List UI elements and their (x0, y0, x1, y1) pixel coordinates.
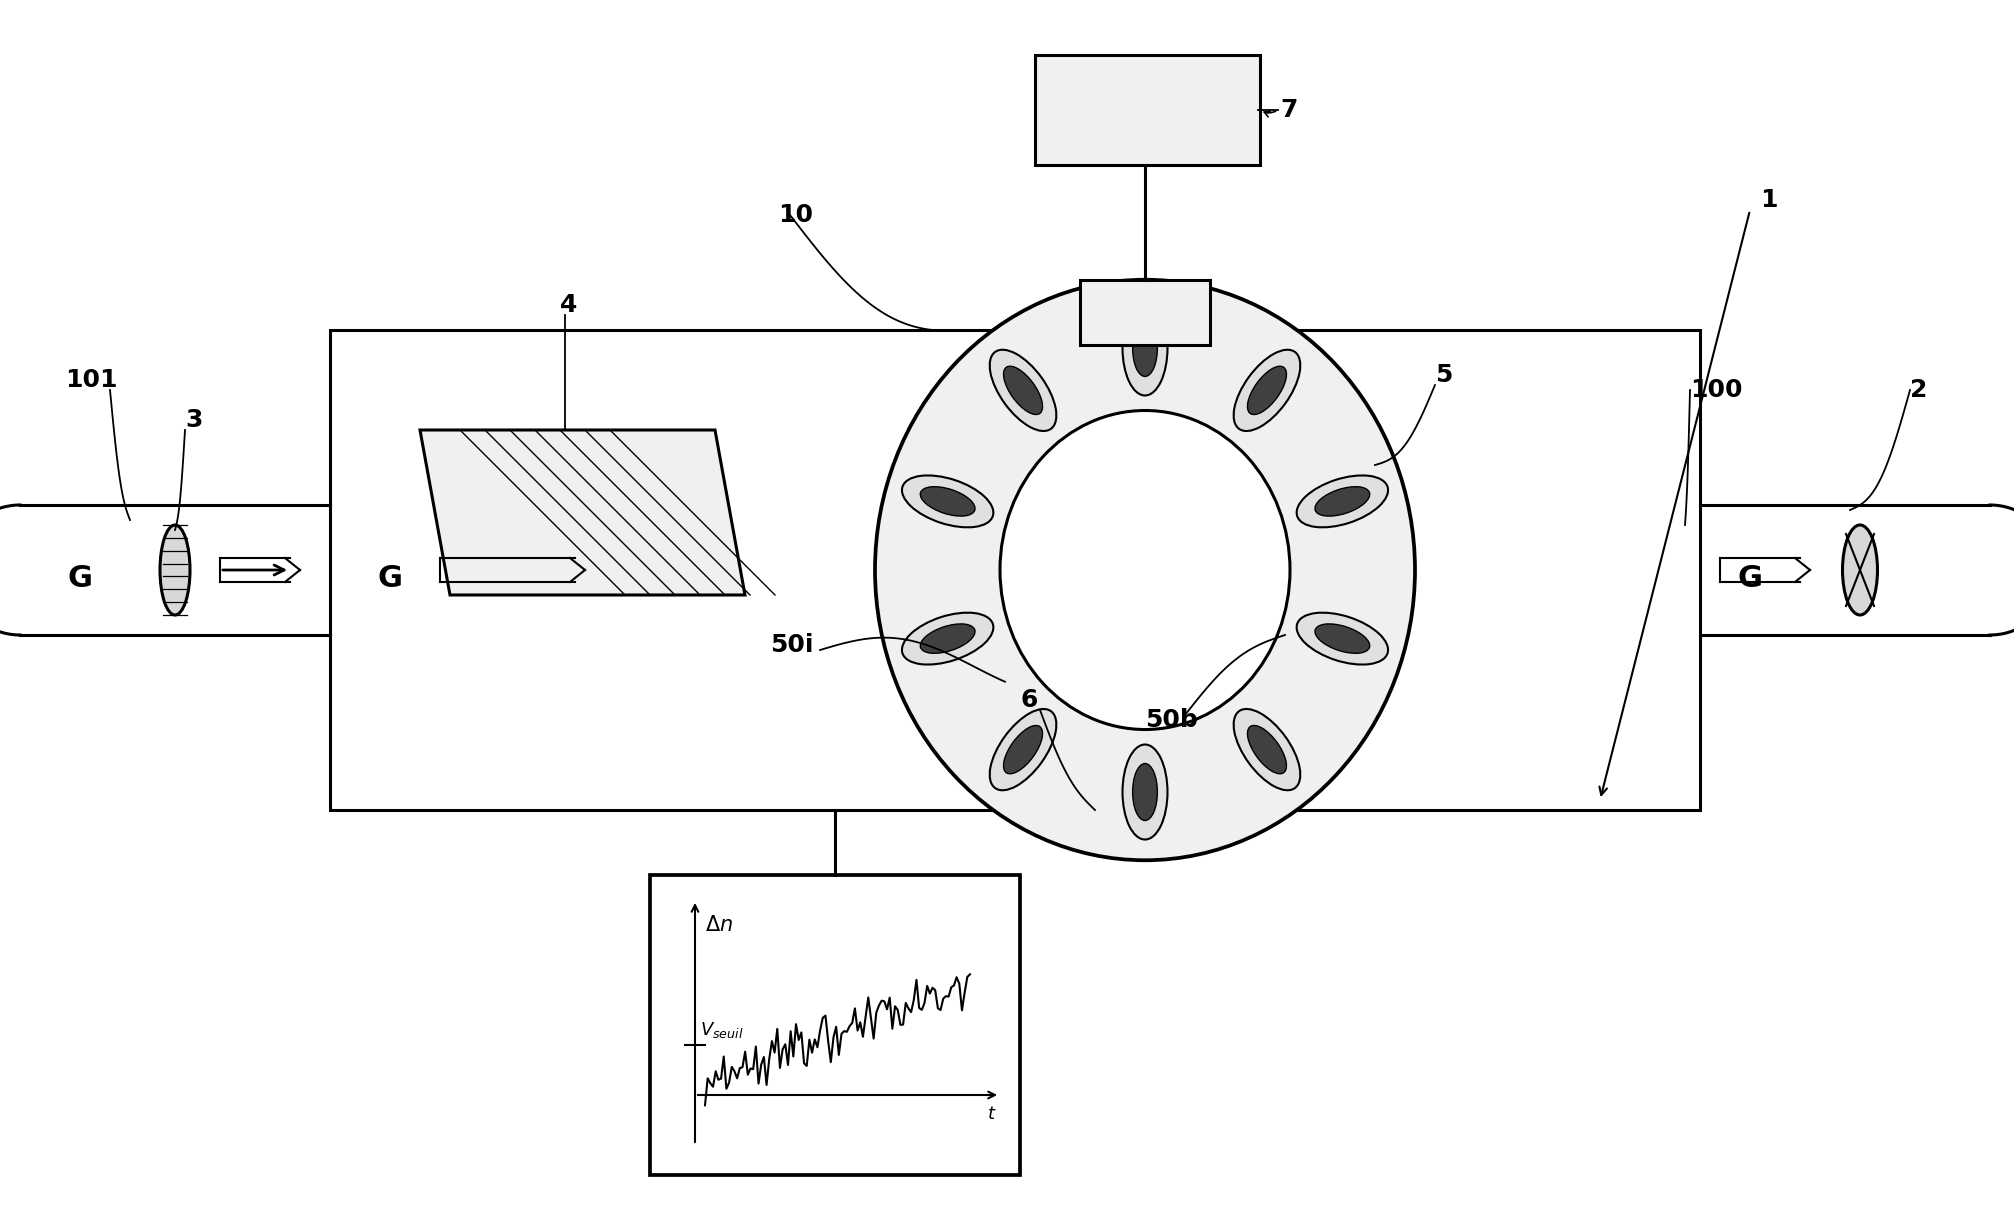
Text: t: t (989, 1105, 995, 1123)
Ellipse shape (1247, 725, 1287, 774)
Polygon shape (421, 430, 745, 595)
Ellipse shape (1122, 300, 1168, 396)
Text: 2: 2 (1909, 379, 1927, 402)
Ellipse shape (902, 475, 993, 527)
Ellipse shape (989, 349, 1057, 431)
Ellipse shape (1122, 745, 1168, 840)
Text: $\Delta n$: $\Delta n$ (705, 915, 733, 935)
Text: 50i: 50i (769, 632, 814, 657)
Text: 10: 10 (777, 203, 814, 227)
Text: 50b: 50b (1146, 708, 1198, 733)
Ellipse shape (1003, 366, 1043, 415)
Ellipse shape (989, 709, 1057, 790)
Text: G: G (68, 564, 93, 592)
Ellipse shape (1132, 763, 1158, 821)
Text: 100: 100 (1690, 379, 1742, 402)
Ellipse shape (159, 525, 189, 615)
Ellipse shape (874, 280, 1416, 861)
Ellipse shape (1003, 725, 1043, 774)
Polygon shape (1080, 280, 1210, 346)
Text: G: G (377, 564, 403, 592)
Ellipse shape (920, 487, 975, 516)
Ellipse shape (920, 624, 975, 653)
Ellipse shape (1235, 349, 1301, 431)
Text: G: G (1738, 564, 1762, 592)
Ellipse shape (1001, 410, 1291, 729)
Ellipse shape (1297, 613, 1388, 664)
Ellipse shape (1297, 475, 1388, 527)
Ellipse shape (1843, 525, 1877, 615)
Text: 5: 5 (1436, 363, 1452, 387)
Text: 4: 4 (560, 293, 578, 317)
Ellipse shape (1132, 320, 1158, 376)
Text: 3: 3 (185, 408, 201, 432)
Ellipse shape (1315, 487, 1370, 516)
Ellipse shape (902, 613, 993, 664)
Text: 1: 1 (1760, 188, 1778, 212)
Text: 101: 101 (64, 368, 117, 392)
Text: 6: 6 (1019, 687, 1037, 712)
Ellipse shape (1247, 366, 1287, 415)
Ellipse shape (1235, 709, 1301, 790)
Ellipse shape (1315, 624, 1370, 653)
Text: 7: 7 (1281, 98, 1297, 122)
Polygon shape (1035, 55, 1261, 165)
Polygon shape (651, 875, 1019, 1175)
Text: $V_{seuil}$: $V_{seuil}$ (701, 1020, 743, 1040)
